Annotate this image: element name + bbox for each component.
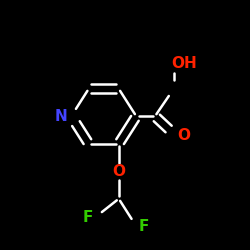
Text: O: O: [112, 164, 125, 179]
Text: N: N: [55, 109, 68, 124]
Text: F: F: [82, 210, 93, 225]
Text: OH: OH: [171, 56, 196, 71]
Text: O: O: [177, 128, 190, 142]
Text: F: F: [138, 219, 149, 234]
